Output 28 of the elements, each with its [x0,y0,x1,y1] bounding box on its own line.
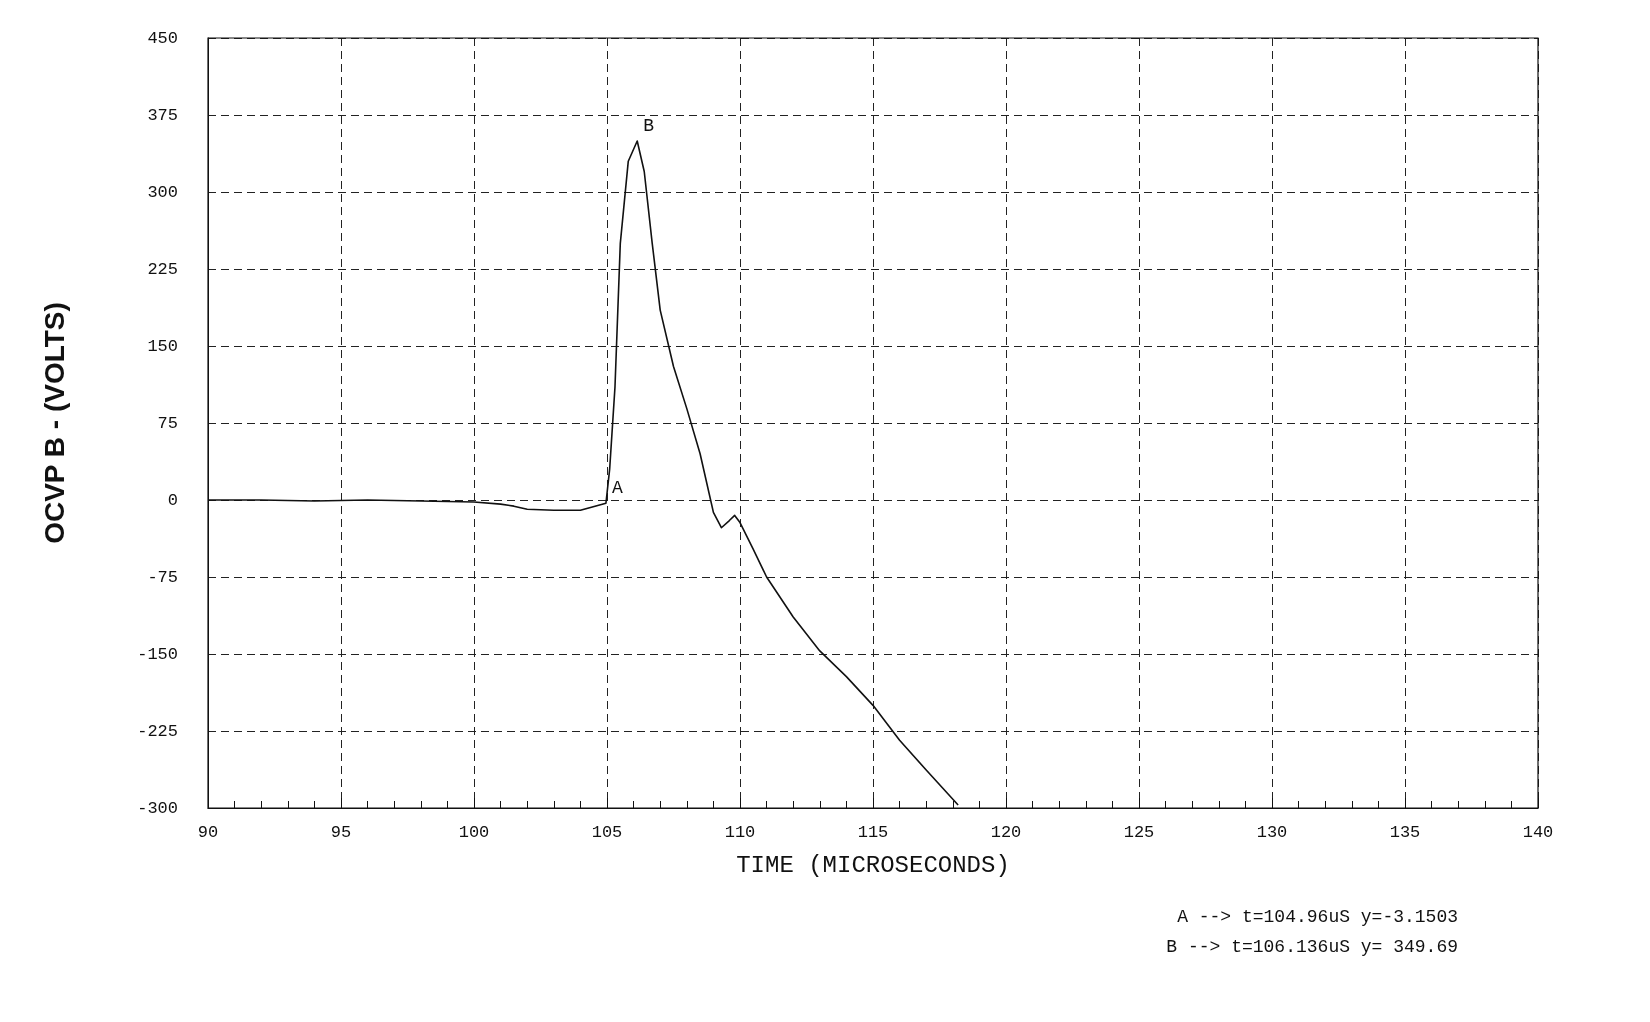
y-axis-title: OCVP B - (VOLTS) [38,302,70,544]
annotation: A [611,478,623,499]
x-tick-label: 135 [1389,823,1421,842]
x-tick-label: 100 [458,823,490,842]
x-tick-label: 130 [1256,823,1288,842]
x-tick-label: 90 [197,823,219,842]
x-tick-label: 120 [990,823,1022,842]
y-tick-label: -300 [137,798,178,818]
x-tick-label: 105 [591,823,623,842]
text: A --> t=104.96uS y=-3.1503 [1177,907,1459,927]
x-tick-label: 95 [330,823,352,842]
y-tick-label: -75 [147,567,178,587]
x-tick-label: 140 [1522,823,1554,842]
y-tick-label: 225 [147,259,178,279]
y-tick-label: 75 [157,413,178,433]
x-tick-label: 110 [724,823,756,842]
x-axis-title: TIME (MICROSECONDS) [736,851,1010,879]
y-tick-label: -225 [137,721,178,741]
annotation: B [643,115,655,136]
text: B --> t=106.136uS y= 349.69 [1166,937,1459,957]
y-tick-label: 300 [147,182,178,202]
x-tick-label: 125 [1123,823,1155,842]
y-tick-label: -150 [137,644,178,664]
y-tick-label: 450 [147,28,178,48]
y-tick-label: 150 [147,336,178,356]
y-tick-label: 375 [147,105,178,125]
x-tick-label: 115 [857,823,889,842]
y-tick-label: 0 [167,490,178,510]
